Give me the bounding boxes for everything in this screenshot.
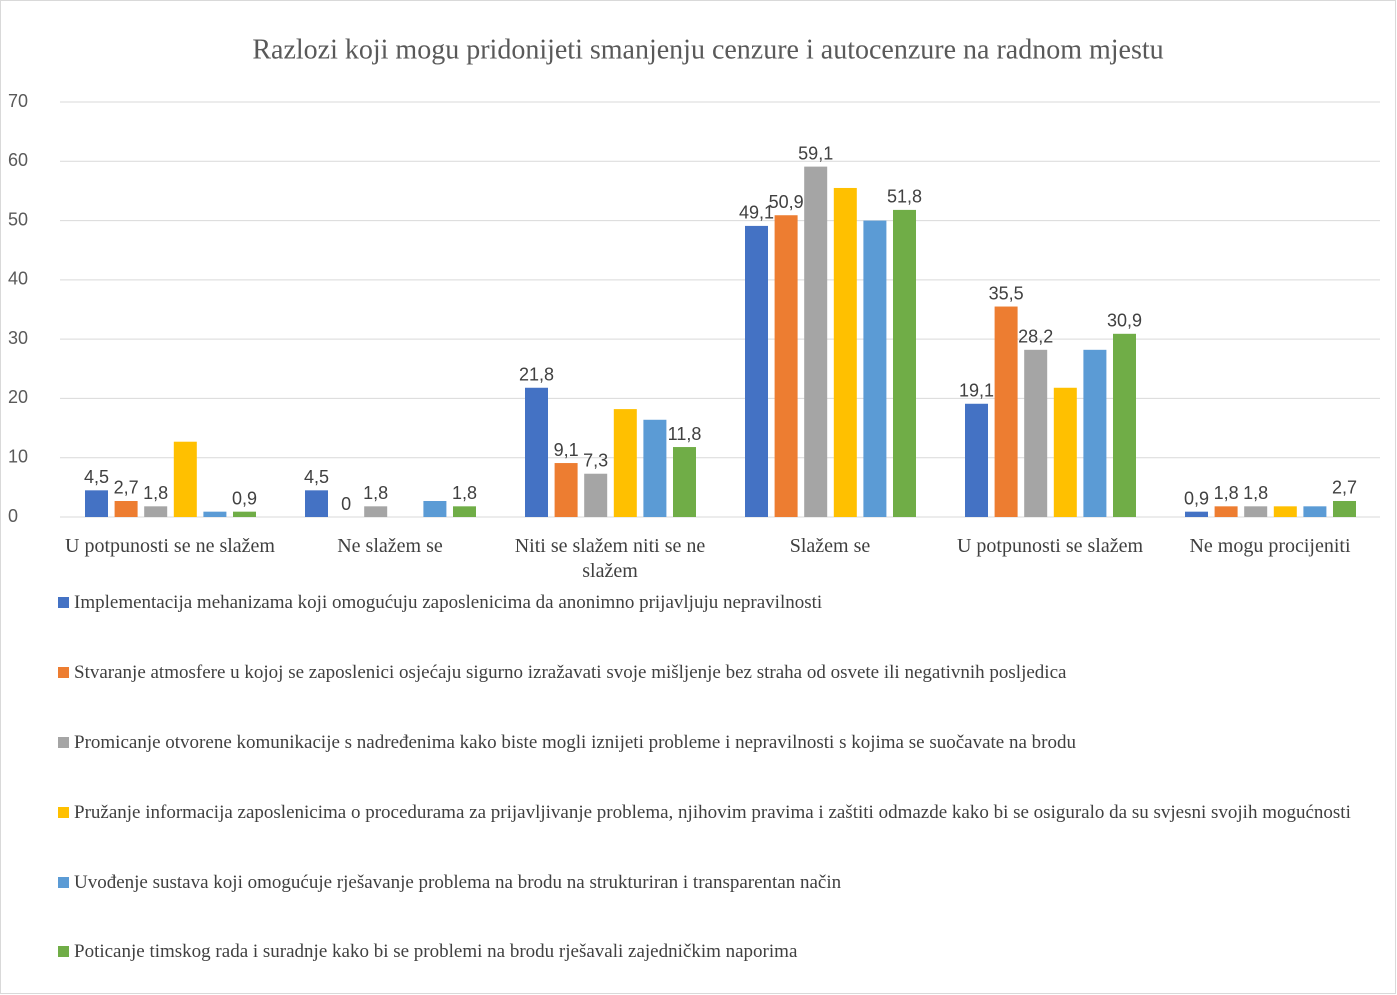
x-tick-label: Niti se slažem niti se ne slažem bbox=[514, 535, 706, 582]
bar bbox=[863, 220, 887, 518]
data-label: 4,5 bbox=[84, 467, 109, 487]
bar bbox=[833, 187, 857, 517]
bar bbox=[1053, 387, 1077, 517]
bar bbox=[893, 209, 916, 517]
bar bbox=[453, 506, 476, 517]
legend-label: Implementacija mehanizama koji omogućuju… bbox=[74, 592, 823, 613]
y-tick-label: 40 bbox=[8, 269, 28, 289]
data-label: 28,2 bbox=[1018, 327, 1053, 347]
data-label: 0,9 bbox=[1184, 488, 1209, 508]
data-label: 4,5 bbox=[304, 467, 329, 487]
legend-swatch bbox=[58, 667, 69, 678]
data-label: 19,1 bbox=[959, 381, 994, 401]
legend-swatch bbox=[58, 737, 69, 748]
legend-entry: Pružanje informacija zaposlenicima o pro… bbox=[58, 801, 1394, 825]
data-label: 30,9 bbox=[1107, 311, 1142, 331]
data-label: 11,8 bbox=[668, 424, 702, 444]
bar bbox=[85, 490, 108, 517]
legend-label: Uvođenje sustava koji omogućuje rješavan… bbox=[74, 872, 842, 893]
legend-entry: Uvođenje sustava koji omogućuje rješavan… bbox=[58, 871, 1394, 895]
legend-label: Promicanje otvorene komunikacije s nadre… bbox=[74, 732, 1076, 753]
bar bbox=[1113, 333, 1136, 517]
x-tick-label: Slažem se bbox=[789, 535, 871, 557]
legend-label: Stvaranje atmosfere u kojoj se zaposleni… bbox=[74, 662, 1067, 683]
bar bbox=[584, 473, 608, 517]
data-label: 2,7 bbox=[1332, 478, 1357, 498]
bar bbox=[804, 166, 828, 517]
x-tick-label: U potpunosti se ne slažem bbox=[65, 535, 275, 557]
bar bbox=[1185, 511, 1208, 517]
chart-title: Razlozi koji mogu pridonijeti smanjenju … bbox=[252, 34, 1163, 65]
legend-swatch bbox=[58, 877, 69, 888]
bar bbox=[423, 500, 447, 517]
data-label: 35,5 bbox=[989, 283, 1024, 303]
y-tick-label: 0 bbox=[8, 506, 18, 526]
data-label: 51,8 bbox=[887, 187, 922, 207]
bar bbox=[613, 409, 637, 517]
data-label: 1,8 bbox=[452, 483, 477, 503]
data-label: 1,8 bbox=[143, 483, 168, 503]
bar bbox=[173, 441, 197, 517]
bar bbox=[1024, 349, 1048, 517]
bar bbox=[305, 490, 328, 517]
bar bbox=[965, 403, 988, 517]
legend-entry: Poticanje timskog rada i suradnje kako b… bbox=[58, 940, 1394, 964]
data-label: 59,1 bbox=[798, 143, 833, 163]
bar bbox=[525, 387, 548, 517]
y-tick-label: 70 bbox=[8, 91, 28, 111]
legend-entry: Promicanje otvorene komunikacije s nadre… bbox=[58, 731, 1394, 755]
legend-swatch bbox=[58, 597, 69, 608]
y-tick-label: 50 bbox=[8, 209, 28, 229]
data-label: 2,7 bbox=[114, 478, 139, 498]
bar bbox=[1083, 349, 1107, 517]
legend-label: Pružanje informacija zaposlenicima o pro… bbox=[74, 802, 1351, 823]
data-label: 7,3 bbox=[583, 450, 608, 470]
bar bbox=[1303, 506, 1327, 517]
data-label: 21,8 bbox=[519, 365, 554, 385]
data-label: 1,8 bbox=[363, 483, 388, 503]
y-tick-label: 10 bbox=[8, 446, 28, 466]
bar bbox=[643, 419, 667, 517]
bar bbox=[1333, 500, 1356, 517]
bar bbox=[1273, 506, 1297, 517]
data-label: 1,8 bbox=[1214, 483, 1239, 503]
bar bbox=[364, 506, 388, 517]
bar bbox=[745, 225, 768, 517]
bar bbox=[673, 447, 696, 517]
bar bbox=[774, 215, 798, 517]
legend-swatch bbox=[58, 946, 69, 957]
bar bbox=[203, 511, 227, 517]
x-tick-label: Ne mogu procijeniti bbox=[1189, 535, 1351, 557]
bar bbox=[1244, 506, 1268, 517]
data-label: 9,1 bbox=[554, 440, 579, 460]
data-label: 1,8 bbox=[1243, 483, 1268, 503]
x-tick-label: U potpunosti se slažem bbox=[956, 535, 1144, 557]
legend-swatch bbox=[58, 807, 69, 818]
data-label: 0,9 bbox=[232, 488, 257, 508]
data-label: 0 bbox=[341, 494, 351, 514]
legend-label: Poticanje timskog rada i suradnje kako b… bbox=[74, 941, 798, 962]
bar bbox=[114, 500, 138, 517]
y-tick-label: 20 bbox=[8, 387, 28, 407]
y-tick-label: 30 bbox=[8, 328, 28, 348]
x-tick-label: Ne slažem se bbox=[337, 535, 443, 557]
legend-entry: Stvaranje atmosfere u kojoj se zaposleni… bbox=[58, 661, 1394, 685]
bar bbox=[554, 463, 578, 517]
data-label: 50,9 bbox=[769, 192, 804, 212]
bar bbox=[233, 511, 256, 517]
bar bbox=[1214, 506, 1238, 517]
bar bbox=[144, 506, 168, 517]
y-tick-label: 60 bbox=[8, 150, 28, 170]
legend-entry: Implementacija mehanizama koji omogućuju… bbox=[58, 591, 1394, 615]
bar bbox=[994, 306, 1018, 517]
data-label: 49,1 bbox=[739, 203, 774, 223]
